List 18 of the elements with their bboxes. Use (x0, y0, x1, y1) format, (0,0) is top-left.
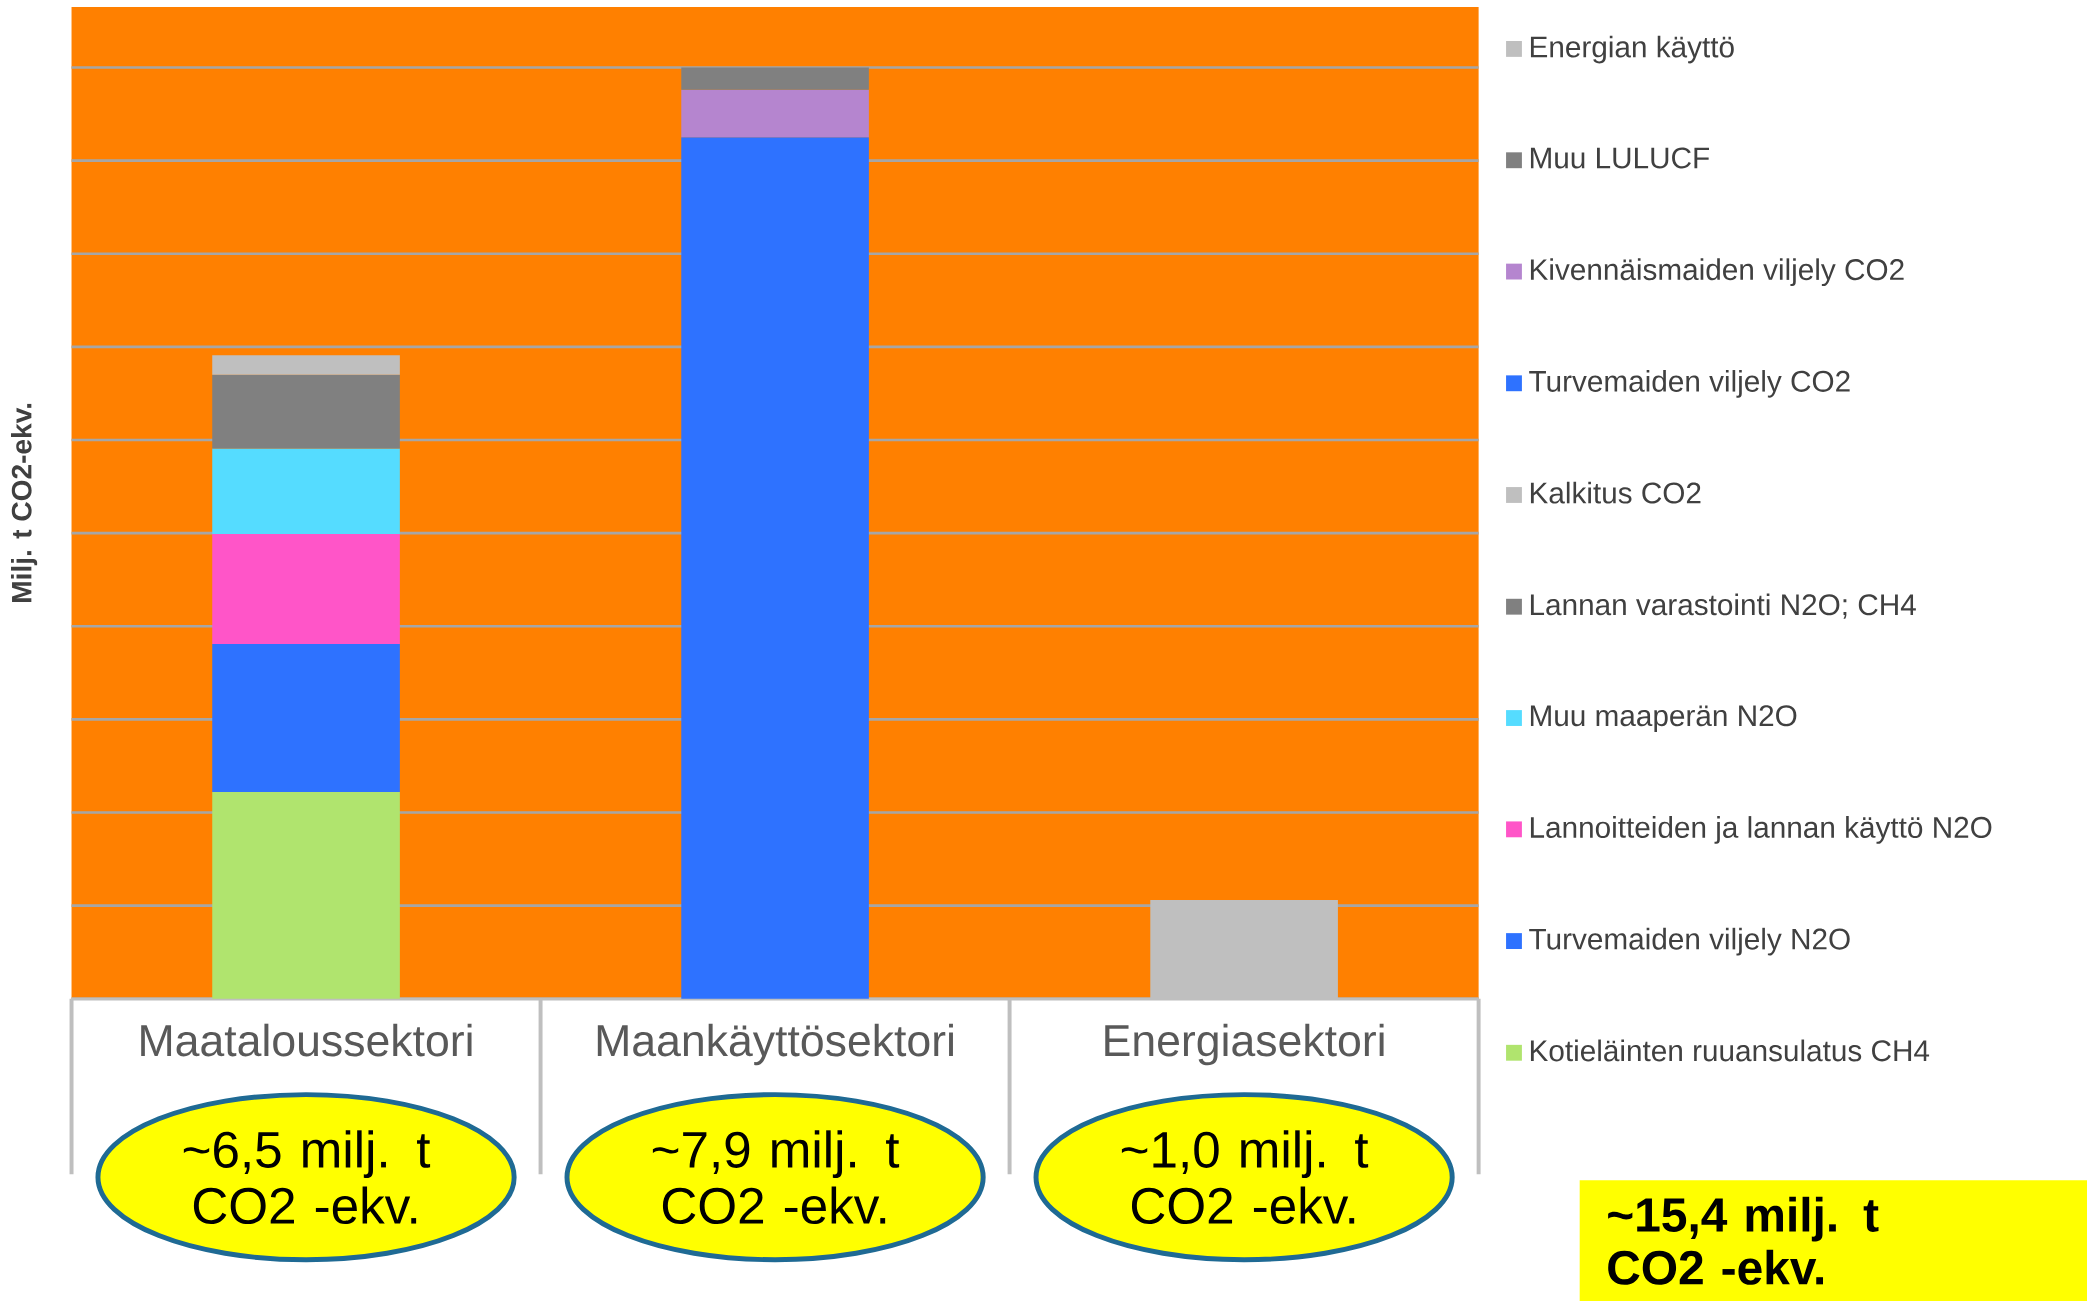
text: ~7,9 milj. t CO2 -ekv. (652, 1130, 900, 1225)
x-tick-label: Maankäyttösektori (597, 1023, 953, 1066)
legend-label: Kotieläinten ruuansulatus CH4 (1530, 1039, 1930, 1062)
text: ~1,0 milj. t CO2 -ekv. (1121, 1130, 1369, 1225)
text: ~15,4 milj. t CO2 -ekv. (1608, 1196, 1879, 1285)
legend-label: Lannoitteiden ja lannan käyttö N2O (1530, 816, 1992, 844)
text: ~6,5 milj. t CO2 -ekv. (183, 1130, 431, 1225)
legend-label: Turvemaiden viljely N2O (1529, 927, 1850, 956)
legend-label: Turvemaiden viljely CO2 (1529, 370, 1850, 398)
legend-label: Muu maaperän N2O (1530, 705, 1797, 733)
x-tick-label: Energiasektori (1105, 1023, 1384, 1066)
legend-label: Kivennäismaiden viljely CO2 (1530, 258, 1904, 287)
legend-label: Muu LULUCF (1530, 147, 1710, 169)
y-axis-title: Milj. t CO2-ekv. (11, 403, 38, 602)
legend-label: Energian käyttö (1530, 35, 1734, 64)
legend-label: Lannan varastointi N2O; CH4 (1530, 593, 1916, 619)
x-tick-label: Maataloussektori (141, 1023, 472, 1057)
legend-label: Kalkitus CO2 (1530, 481, 1701, 504)
